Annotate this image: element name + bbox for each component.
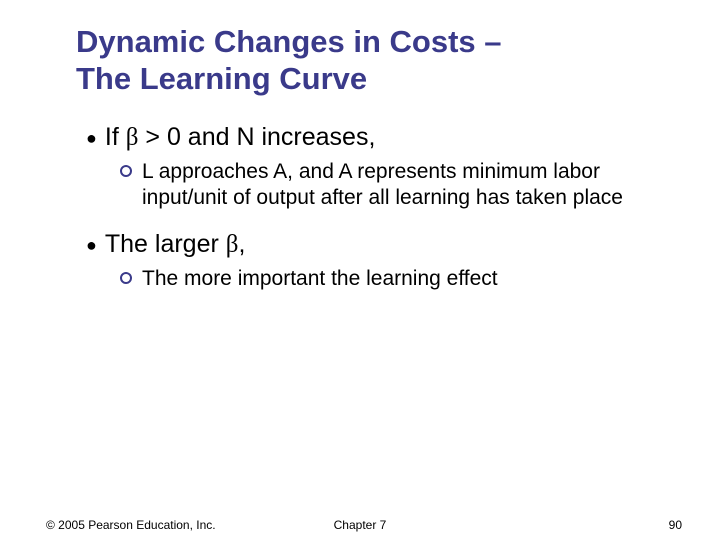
sub-bullet-1: L approaches A, and A represents minimum… (120, 159, 680, 210)
circle-bullet-icon (120, 272, 132, 284)
beta-symbol: β (126, 124, 139, 151)
slide-title: Dynamic Changes in Costs – The Learning … (76, 24, 680, 97)
bullet-1-text: If β > 0 and N increases, (105, 123, 680, 152)
bullet-item-1: ● If β > 0 and N increases, (86, 123, 680, 153)
bullet-2-tail: , (239, 230, 246, 258)
circle-bullet-icon (120, 165, 132, 177)
bullet-item-2: ● The larger β, (86, 230, 680, 260)
bullet-2-lead: The larger (105, 230, 226, 258)
slide: Dynamic Changes in Costs – The Learning … (0, 0, 720, 540)
sub-bullet-2: The more important the learning effect (120, 266, 680, 292)
disc-bullet-icon: ● (86, 123, 97, 153)
bullet-1-lead: If (105, 123, 126, 151)
title-line-2: The Learning Curve (76, 61, 367, 96)
chapter-label: Chapter 7 (0, 518, 720, 532)
bullet-1-tail: > 0 and N increases, (138, 123, 375, 151)
disc-bullet-icon: ● (86, 230, 97, 260)
title-line-1: Dynamic Changes in Costs – (76, 24, 502, 59)
bullet-2-text: The larger β, (105, 230, 680, 259)
page-number: 90 (669, 518, 682, 532)
sub-bullet-2-text: The more important the learning effect (142, 266, 660, 292)
beta-symbol: β (226, 231, 239, 258)
sub-bullet-1-text: L approaches A, and A represents minimum… (142, 159, 660, 210)
